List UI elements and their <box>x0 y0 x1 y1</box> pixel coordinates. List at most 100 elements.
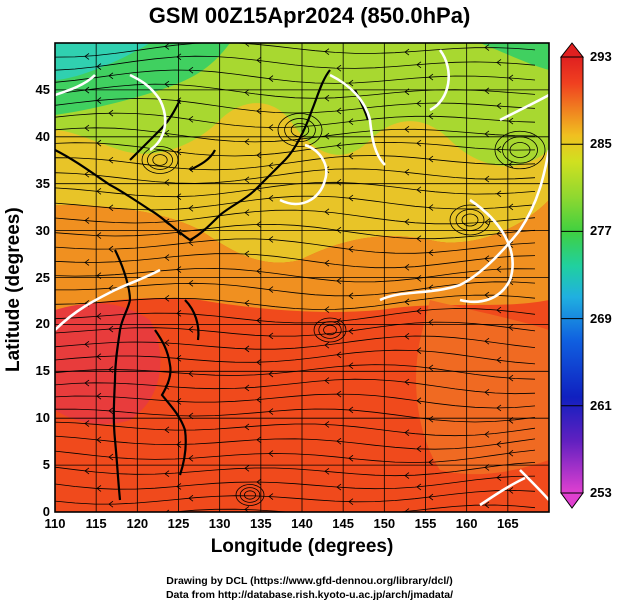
circulation-swirl <box>152 154 168 166</box>
streamline-arrow <box>176 53 182 61</box>
circulation-swirl <box>277 113 323 147</box>
streamline-arrow <box>108 245 114 253</box>
streamline-arrow <box>428 364 434 372</box>
x-axis-label: Longitude (degrees) <box>210 536 394 557</box>
streamline <box>55 181 536 198</box>
streamline <box>55 69 536 84</box>
streamline-arrow <box>84 53 90 60</box>
streamline-arrow <box>484 130 490 138</box>
y-tick-label: 10 <box>35 410 50 426</box>
streamline-arrow <box>96 436 102 444</box>
streamline-arrow <box>336 64 342 72</box>
streamline-arrow <box>508 417 514 424</box>
streamline-arrow <box>164 218 170 226</box>
streamline-arrow <box>96 272 102 280</box>
streamline <box>55 98 536 114</box>
streamline <box>55 55 536 71</box>
colorbar-tick-label: 261 <box>590 397 612 413</box>
streamline-arrow <box>176 398 182 405</box>
streamline-arrow <box>404 88 410 96</box>
streamline-arrow <box>348 454 354 462</box>
colorbar-tick-label: 253 <box>590 485 612 500</box>
streamline-arrow <box>108 500 114 508</box>
streamline-arrow <box>324 341 330 349</box>
streamline-arrow <box>244 89 250 96</box>
streamline-arrow <box>324 208 330 216</box>
streamline-arrow <box>508 487 514 494</box>
isotherm-contours <box>55 49 549 507</box>
streamline-arrow <box>244 423 250 431</box>
streamline-arrow <box>324 377 330 384</box>
streamline-arrow <box>508 161 514 168</box>
streamline-arrow <box>108 407 114 415</box>
streamline-arrow <box>496 306 502 314</box>
y-tick-label: 25 <box>35 269 50 285</box>
streamline-arrow <box>244 384 250 392</box>
circulation-swirl <box>502 136 538 164</box>
streamline-arrow <box>484 337 490 345</box>
streamline-arrow <box>268 286 274 293</box>
streamline-arrow <box>188 326 194 333</box>
streamline <box>55 364 536 380</box>
streamline-arrow <box>96 63 102 70</box>
colorbar-bottom-arrow <box>560 492 584 509</box>
streamline <box>55 168 536 184</box>
streamline-arrow <box>428 415 434 423</box>
streamline <box>55 83 536 99</box>
streamline-arrow <box>324 259 330 267</box>
streamline-arrow <box>484 291 490 299</box>
streamline-arrow <box>404 333 410 340</box>
streamline-arrow <box>428 493 434 501</box>
streamline-arrow <box>416 100 422 107</box>
streamline-arrow <box>268 370 274 378</box>
streamline-arrow <box>176 193 182 201</box>
circulation-swirl <box>141 146 179 174</box>
streamline-arrow <box>176 97 182 104</box>
streamline-arrow <box>324 48 330 55</box>
streamline-arrow <box>508 203 514 211</box>
streamline-arrow <box>404 218 410 226</box>
y-tick-label: 45 <box>35 81 50 97</box>
y-tick-label: 40 <box>35 128 50 144</box>
streamline-arrow <box>244 176 250 184</box>
streamline-arrow <box>496 59 502 66</box>
streamline-arrow <box>496 474 502 481</box>
streamline-arrow <box>348 292 354 300</box>
credit-data: Data from http://database.rish.kyoto-u.a… <box>165 589 454 601</box>
streamline-arrow <box>188 239 194 246</box>
streamline-arrow <box>416 445 422 453</box>
y-tick-label: 5 <box>42 457 50 473</box>
streamline-arrow <box>268 332 274 340</box>
streamline-arrow <box>324 94 330 102</box>
streamline-arrow <box>496 440 502 448</box>
streamline-arrow <box>108 204 114 212</box>
streamline-arrow <box>244 209 250 216</box>
streamline-arrow <box>108 325 114 333</box>
streamline <box>55 349 536 365</box>
streamline-arrow <box>268 75 274 82</box>
streamline-arrow <box>244 345 250 353</box>
streamline-arrow <box>188 494 194 502</box>
streamline-arrow <box>256 56 262 64</box>
streamline-arrow <box>416 186 422 194</box>
x-tick-label: 140 <box>291 516 313 531</box>
streamline-arrow <box>268 493 274 500</box>
streamline-arrow <box>164 80 170 88</box>
streamline-arrow <box>428 318 434 326</box>
streamline-arrow <box>164 382 170 390</box>
streamline-arrow <box>84 340 90 348</box>
circulation-swirl <box>235 484 265 506</box>
streamline-arrow <box>404 48 410 56</box>
circulation-swirl <box>449 204 491 236</box>
streamline-arrow <box>84 86 90 94</box>
x-tick-label: 125 <box>167 516 190 531</box>
streamline <box>55 308 536 324</box>
streamline-arrow <box>256 358 262 366</box>
circulation-swirl <box>313 317 347 343</box>
streamline-arrow <box>256 436 262 444</box>
x-tick-label: 110 <box>44 516 66 531</box>
streamline-arrow <box>176 266 182 273</box>
streamline-arrow <box>336 351 342 359</box>
streamline-arrow <box>416 347 422 354</box>
